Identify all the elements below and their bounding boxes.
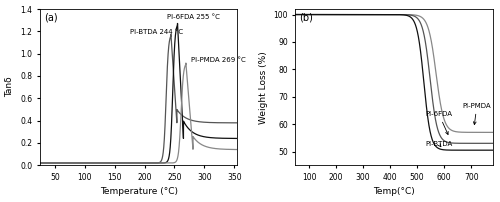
Text: PI-BTDA 244 °C: PI-BTDA 244 °C	[130, 29, 182, 35]
X-axis label: Temperature (°C): Temperature (°C)	[100, 187, 178, 196]
Text: PI-PMDA 269 °C: PI-PMDA 269 °C	[190, 57, 246, 63]
Text: (b): (b)	[300, 12, 314, 22]
Text: PI-6FDA 255 °C: PI-6FDA 255 °C	[168, 14, 220, 20]
Text: (a): (a)	[44, 12, 58, 22]
Y-axis label: Tanδ: Tanδ	[6, 77, 15, 98]
Y-axis label: Weight Loss (%): Weight Loss (%)	[258, 51, 268, 124]
Text: PI-6FDA: PI-6FDA	[425, 111, 452, 135]
Text: PI-BTDA: PI-BTDA	[425, 141, 452, 147]
Text: PI-PMDA: PI-PMDA	[462, 103, 491, 125]
X-axis label: Temp(°C): Temp(°C)	[374, 187, 415, 196]
